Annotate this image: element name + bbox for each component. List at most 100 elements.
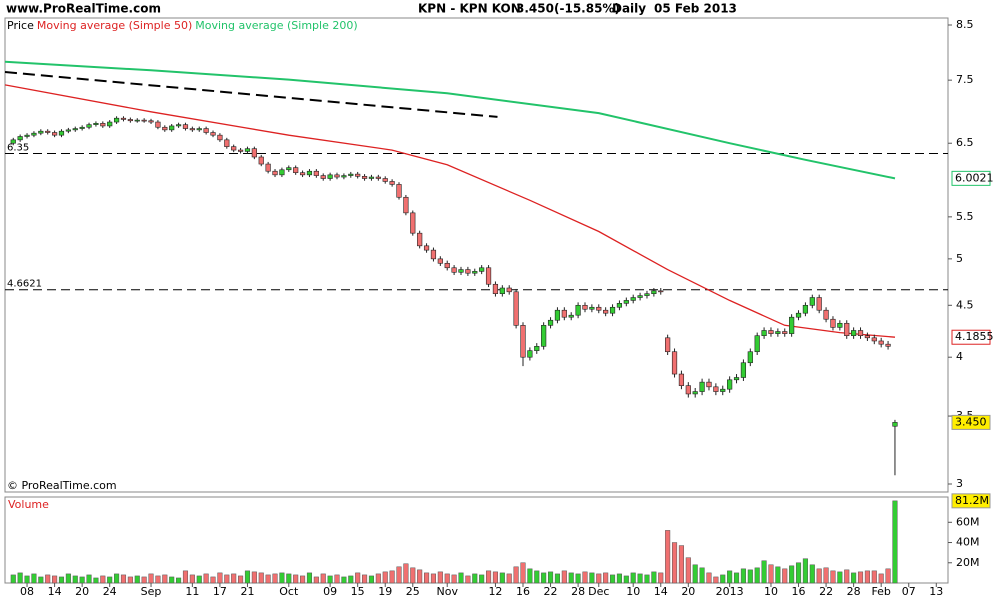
candle-body — [265, 163, 271, 172]
volume-bar — [830, 570, 836, 584]
candle-body — [534, 346, 540, 351]
candle-body — [864, 335, 871, 339]
volume-bar — [623, 575, 629, 584]
candle-body — [830, 318, 836, 328]
volume-bar — [692, 564, 698, 584]
x-tick-label: 14 — [654, 585, 668, 598]
volume-bar — [189, 574, 195, 584]
candle-body — [575, 304, 581, 316]
value-box — [951, 414, 991, 430]
volume-bar — [72, 575, 78, 584]
candle-body — [513, 291, 519, 326]
volume-bar — [17, 572, 23, 584]
x-tick-label: 11 — [185, 585, 199, 598]
volume-tick-label: 60M — [956, 515, 980, 528]
volume-bar — [169, 576, 175, 584]
volume-bar — [823, 567, 829, 584]
volume-bar — [740, 568, 746, 584]
volume-bar — [410, 567, 416, 584]
y-tick-label: 7.5 — [956, 73, 974, 86]
candle-body — [58, 130, 65, 136]
candle-body — [878, 340, 884, 345]
volume-bar — [575, 573, 581, 584]
volume-bar — [65, 573, 71, 584]
candle-body — [871, 337, 877, 342]
candle-body — [24, 134, 30, 137]
candle-body — [754, 335, 760, 353]
candle-body — [740, 362, 747, 378]
volume-bar — [114, 573, 120, 584]
candle-body — [72, 128, 78, 131]
candle-body — [678, 373, 685, 386]
period: Daily — [612, 2, 646, 16]
volume-bar — [699, 567, 705, 584]
volume-bar — [203, 573, 209, 584]
x-tick-label: 14 — [48, 585, 62, 598]
x-tick-label: 21 — [240, 585, 254, 598]
candle-body — [561, 309, 567, 318]
candle-body — [485, 267, 492, 285]
volume-bar — [162, 574, 168, 584]
volume-bar — [782, 568, 788, 584]
x-tick-label: 08 — [20, 585, 34, 598]
volume-bar — [596, 573, 602, 584]
candle-body — [320, 175, 326, 179]
candle-body — [541, 325, 547, 347]
candle-body — [355, 173, 361, 177]
candle-body — [782, 331, 788, 334]
site-name: www.ProRealTime.com — [6, 2, 161, 16]
volume-bar — [582, 571, 588, 584]
value-box-label: 3.450 — [955, 415, 987, 428]
x-tick-label: 16 — [516, 585, 530, 598]
candle-body — [658, 290, 664, 293]
legend-entry: Moving average (Simple 50) — [37, 19, 192, 32]
volume-bar — [31, 573, 37, 584]
candle-body — [313, 170, 319, 176]
candle-body — [368, 176, 375, 179]
x-tick-label: Feb — [871, 585, 890, 598]
volume-bar — [761, 560, 767, 584]
volume-bar — [224, 574, 230, 584]
y-tick-label: 5.5 — [956, 210, 974, 223]
candle-body — [809, 297, 815, 306]
volume-bar — [286, 573, 292, 584]
volume-bar — [561, 570, 567, 584]
candle-body — [837, 322, 843, 328]
candle-body — [244, 148, 251, 152]
candle-body — [802, 304, 809, 314]
legend-entry: Moving average (Simple 200) — [195, 19, 357, 32]
volume-bar — [417, 569, 423, 584]
volume-bar — [79, 576, 85, 584]
volume-bar — [589, 572, 595, 584]
candle-body — [603, 309, 609, 314]
volume-bar — [713, 576, 719, 584]
price-panel — [4, 17, 949, 493]
volume-bar — [430, 573, 436, 584]
volume-bar — [520, 562, 526, 584]
candle-body — [65, 129, 71, 132]
volume-bar — [327, 575, 333, 584]
volume-bar — [851, 572, 857, 584]
candle-body — [258, 156, 264, 165]
volume-bar — [375, 573, 381, 584]
volume-bar — [547, 571, 554, 584]
candle-body — [520, 325, 526, 358]
volume-bar — [52, 575, 58, 584]
volume-bar — [871, 570, 877, 584]
candle-body — [685, 385, 691, 395]
volume-bar — [93, 577, 99, 584]
x-tick-label: 07 — [902, 585, 916, 598]
volume-bar — [802, 558, 808, 584]
volume-bar — [306, 572, 313, 584]
volume-bar — [272, 573, 278, 584]
change: (-15.85%) — [554, 2, 620, 16]
candle-body — [568, 314, 574, 318]
candle-body — [596, 306, 602, 311]
candle-body — [492, 283, 499, 294]
candle-body — [141, 119, 147, 122]
volume-bar — [892, 500, 898, 584]
volume-bar — [238, 575, 244, 584]
value-box-label: 81.2M — [955, 494, 989, 507]
volume-bar — [182, 570, 189, 584]
volume-bar — [293, 574, 299, 584]
